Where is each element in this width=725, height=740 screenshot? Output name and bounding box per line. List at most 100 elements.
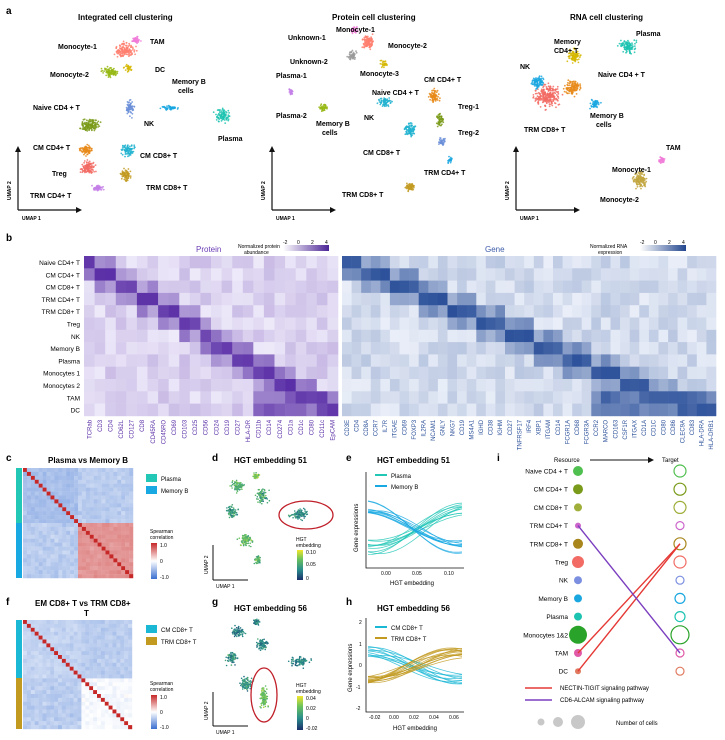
cell-point [131, 117, 133, 119]
corr-cell [50, 487, 55, 492]
corr-cell [101, 562, 106, 567]
heatmap-cell [591, 366, 602, 380]
corr-cell [50, 491, 55, 496]
heatmap-cell [263, 379, 275, 392]
heatmap-cell [316, 305, 328, 318]
corr-cell [62, 538, 67, 543]
corr-cell [125, 499, 130, 504]
cell-point [436, 116, 438, 118]
heatmap-cell [399, 366, 410, 380]
heatmap-cell [639, 256, 650, 269]
corr-cell [113, 475, 118, 481]
cell-point [622, 42, 624, 44]
embedding-point [248, 545, 250, 547]
heatmap-col-label: IL7R [383, 419, 389, 432]
corr-cell [117, 519, 122, 524]
corr-cell [74, 554, 79, 559]
corr-cell [105, 526, 110, 532]
corr-cell [42, 519, 47, 524]
heatmap-cell [327, 317, 339, 331]
cell-point [166, 105, 168, 108]
heatmap-cell [553, 391, 563, 404]
corr-cell [46, 468, 51, 473]
heatmap-cell [409, 329, 419, 343]
cell-point [84, 149, 87, 152]
corr-cell [97, 570, 102, 575]
heatmap-cell [658, 379, 669, 392]
heatmap-cell [581, 391, 592, 404]
heatmap-cell [706, 280, 717, 294]
umap-scatter-layer [78, 26, 666, 193]
cell-point [82, 148, 84, 151]
corr-cell [30, 574, 36, 579]
heatmap-cell [543, 329, 554, 343]
cell-point [130, 102, 132, 105]
heatmap-cell [232, 391, 244, 404]
cell-point [130, 145, 133, 147]
corr-cell [66, 574, 71, 579]
corr-cell [121, 538, 126, 543]
corr-cell [81, 574, 87, 579]
umap2-a2: UMAP 2 [261, 181, 267, 200]
heatmap-col-label: CD83 [690, 419, 696, 435]
heatmap-cell [696, 379, 707, 392]
heatmap-cell [136, 366, 148, 380]
corr-cell [121, 574, 126, 579]
cell-point [116, 72, 119, 75]
cell-point [95, 126, 97, 129]
cell-point [438, 99, 441, 102]
cell-point [540, 75, 543, 78]
scale-tick: 0 [297, 240, 300, 246]
cell-point [633, 45, 636, 47]
heatmap-cell [562, 354, 573, 367]
heatmap-cell [514, 354, 525, 367]
embedding-point [231, 487, 233, 489]
corr-cell [26, 558, 32, 563]
cell-point [129, 170, 132, 173]
corr-cell [26, 511, 32, 516]
heatmap-cell [485, 305, 496, 318]
cell-point [554, 102, 557, 105]
heatmap-cell [668, 342, 678, 355]
cell-point [410, 130, 413, 132]
heatmap-cell [533, 256, 544, 269]
corr-cell [101, 491, 106, 496]
cell-point [220, 110, 223, 112]
heatmap-cell [361, 342, 372, 355]
heatmap-cell [168, 354, 180, 367]
heatmap-cell [126, 403, 138, 417]
cell-point [135, 49, 138, 52]
heatmap-cell [274, 256, 286, 269]
heatmap-cell [147, 292, 159, 306]
heatmap-cell [380, 366, 391, 380]
heatmap-col-label: CD69 [172, 419, 178, 435]
heatmap-cell [316, 256, 328, 269]
heatmap-cell [620, 292, 630, 306]
corr-cell [101, 471, 106, 477]
heatmap-cell [211, 366, 222, 380]
cell-point [572, 88, 575, 91]
heatmap-cell [179, 305, 191, 318]
corr-cell [58, 511, 63, 516]
embedding-point [245, 534, 247, 536]
corr-cell [46, 538, 51, 543]
cell-point [133, 49, 136, 51]
heatmap-cell [263, 391, 275, 404]
cell-point [438, 113, 441, 116]
corr-tick-c-m1: -1.0 [160, 575, 169, 581]
heatmap-cell [342, 354, 352, 367]
corr-cell [38, 523, 43, 528]
corr-cell [30, 519, 36, 524]
corr-cell [42, 554, 47, 559]
corr-cell [105, 558, 110, 563]
corr-tick-c-0: 0 [160, 559, 163, 565]
cell-point [127, 110, 130, 113]
heatmap-cell [211, 280, 222, 294]
heatmap-cell [136, 305, 148, 318]
heatmap-cell [524, 366, 535, 380]
embedding-point [238, 537, 241, 539]
heatmap-cell [514, 305, 525, 318]
heatmap-cell [158, 305, 169, 318]
cell-point [113, 72, 116, 75]
cell-point [84, 169, 87, 172]
